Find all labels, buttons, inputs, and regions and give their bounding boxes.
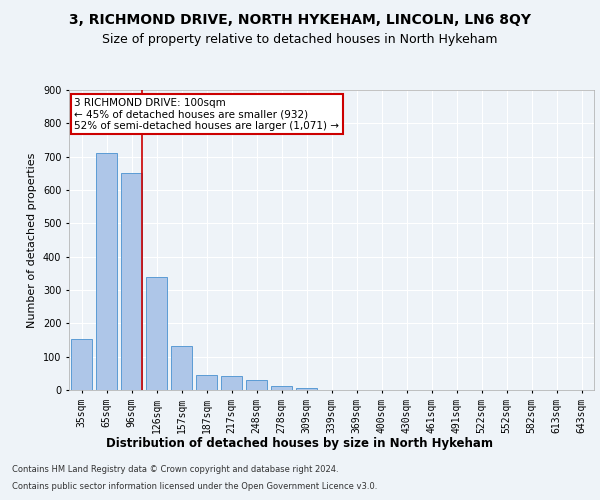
Y-axis label: Number of detached properties: Number of detached properties [28,152,37,328]
Text: 3 RICHMOND DRIVE: 100sqm
← 45% of detached houses are smaller (932)
52% of semi-: 3 RICHMOND DRIVE: 100sqm ← 45% of detach… [74,98,339,130]
Bar [121,173,142,390]
Bar [271,386,292,390]
Bar [71,340,92,390]
Bar [96,153,117,390]
Bar [171,346,192,390]
Bar [221,376,242,390]
Text: 3, RICHMOND DRIVE, NORTH HYKEHAM, LINCOLN, LN6 8QY: 3, RICHMOND DRIVE, NORTH HYKEHAM, LINCOL… [69,12,531,26]
Text: Contains HM Land Registry data © Crown copyright and database right 2024.: Contains HM Land Registry data © Crown c… [12,465,338,474]
Bar [196,376,217,390]
Bar [296,388,317,390]
Text: Size of property relative to detached houses in North Hykeham: Size of property relative to detached ho… [102,32,498,46]
Text: Contains public sector information licensed under the Open Government Licence v3: Contains public sector information licen… [12,482,377,491]
Bar [246,380,267,390]
Bar [146,277,167,390]
Text: Distribution of detached houses by size in North Hykeham: Distribution of detached houses by size … [107,438,493,450]
